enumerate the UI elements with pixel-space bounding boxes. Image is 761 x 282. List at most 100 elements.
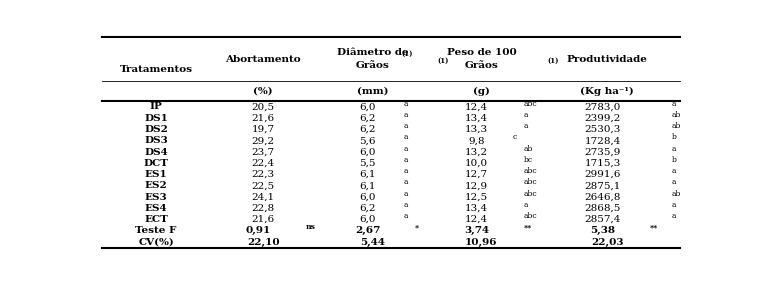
Text: ab: ab <box>524 145 533 153</box>
Text: 5,44: 5,44 <box>360 237 385 246</box>
Text: 6,1: 6,1 <box>359 170 376 179</box>
Text: a: a <box>524 122 528 130</box>
Text: b: b <box>672 133 677 141</box>
Text: a: a <box>404 212 408 220</box>
Text: 2857,4: 2857,4 <box>584 215 621 224</box>
Text: abc: abc <box>524 100 537 108</box>
Text: Grãos: Grãos <box>464 61 498 70</box>
Text: 2,67: 2,67 <box>355 226 380 235</box>
Text: 2875,1: 2875,1 <box>584 181 621 190</box>
Text: Teste F: Teste F <box>135 226 177 235</box>
Text: 6,2: 6,2 <box>359 114 376 123</box>
Text: 22,03: 22,03 <box>591 237 623 246</box>
Text: 5,38: 5,38 <box>590 226 615 235</box>
Text: **: ** <box>650 223 658 232</box>
Text: abc: abc <box>524 190 537 198</box>
Text: a: a <box>524 111 528 119</box>
Text: abc: abc <box>524 167 537 175</box>
Text: 13,2: 13,2 <box>465 147 489 157</box>
Text: 6,0: 6,0 <box>359 193 376 202</box>
Text: Tratamentos: Tratamentos <box>119 65 193 74</box>
Text: 23,7: 23,7 <box>252 147 275 157</box>
Text: c: c <box>513 133 517 141</box>
Text: 2783,0: 2783,0 <box>584 102 621 111</box>
Text: 22,5: 22,5 <box>252 181 275 190</box>
Text: 20,5: 20,5 <box>252 102 275 111</box>
Text: DS3: DS3 <box>145 136 168 145</box>
Text: a: a <box>404 156 408 164</box>
Text: DCT: DCT <box>144 159 169 168</box>
Text: a: a <box>524 201 528 209</box>
Text: 6,0: 6,0 <box>359 102 376 111</box>
Text: DS1: DS1 <box>145 114 168 123</box>
Text: 2868,5: 2868,5 <box>584 204 621 213</box>
Text: 2991,6: 2991,6 <box>584 170 621 179</box>
Text: 6,0: 6,0 <box>359 147 376 157</box>
Text: 22,3: 22,3 <box>252 170 275 179</box>
Text: ECT: ECT <box>145 215 168 224</box>
Text: a: a <box>672 167 677 175</box>
Text: 13,4: 13,4 <box>465 114 489 123</box>
Text: 2646,8: 2646,8 <box>584 193 621 202</box>
Text: 19,7: 19,7 <box>252 125 275 134</box>
Text: 21,6: 21,6 <box>252 114 275 123</box>
Text: 6,2: 6,2 <box>359 125 376 134</box>
Text: 13,4: 13,4 <box>465 204 489 213</box>
Text: 6,2: 6,2 <box>359 204 376 213</box>
Text: 12,4: 12,4 <box>465 102 489 111</box>
Text: 29,2: 29,2 <box>252 136 275 145</box>
Text: CV(%): CV(%) <box>139 238 174 246</box>
Text: (1): (1) <box>402 50 413 58</box>
Text: Abortamento: Abortamento <box>225 55 301 64</box>
Text: ES2: ES2 <box>145 181 167 190</box>
Text: a: a <box>404 167 408 175</box>
Text: Produtividade: Produtividade <box>567 55 648 64</box>
Text: (mm): (mm) <box>357 87 388 96</box>
Text: a: a <box>404 145 408 153</box>
Text: 9,8: 9,8 <box>469 136 485 145</box>
Text: 12,9: 12,9 <box>465 181 489 190</box>
Text: DS2: DS2 <box>145 125 168 134</box>
Text: (1): (1) <box>438 57 449 65</box>
Text: 22,4: 22,4 <box>252 159 275 168</box>
Text: abc: abc <box>524 179 537 186</box>
Text: a: a <box>672 179 677 186</box>
Text: a: a <box>404 190 408 198</box>
Text: 21,6: 21,6 <box>252 215 275 224</box>
Text: 12,7: 12,7 <box>465 170 489 179</box>
Text: 3,74: 3,74 <box>464 226 489 235</box>
Text: a: a <box>672 145 677 153</box>
Text: a: a <box>404 111 408 119</box>
Text: b: b <box>672 156 677 164</box>
Text: ab: ab <box>672 122 681 130</box>
Text: 13,3: 13,3 <box>465 125 489 134</box>
Text: 1728,4: 1728,4 <box>584 136 621 145</box>
Text: 10,96: 10,96 <box>465 237 498 246</box>
Text: 2530,3: 2530,3 <box>584 125 621 134</box>
Text: Peso de 100: Peso de 100 <box>447 49 516 58</box>
Text: bc: bc <box>524 156 533 164</box>
Text: (%): (%) <box>253 87 273 96</box>
Text: *: * <box>415 223 419 232</box>
Text: ns: ns <box>306 223 316 232</box>
Text: 2735,9: 2735,9 <box>584 147 621 157</box>
Text: a: a <box>404 100 408 108</box>
Text: 1715,3: 1715,3 <box>584 159 621 168</box>
Text: Grãos: Grãos <box>355 61 389 70</box>
Text: 5,6: 5,6 <box>359 136 376 145</box>
Text: (1): (1) <box>547 57 559 65</box>
Text: IP: IP <box>150 102 163 111</box>
Text: (Kg ha⁻¹): (Kg ha⁻¹) <box>581 87 634 96</box>
Text: 6,1: 6,1 <box>359 181 376 190</box>
Text: ES3: ES3 <box>145 193 167 202</box>
Text: 5,5: 5,5 <box>359 159 376 168</box>
Text: 22,8: 22,8 <box>252 204 275 213</box>
Text: ES4: ES4 <box>145 204 167 213</box>
Text: 6,0: 6,0 <box>359 215 376 224</box>
Text: 24,1: 24,1 <box>252 193 275 202</box>
Text: ab: ab <box>672 190 681 198</box>
Text: 12,5: 12,5 <box>465 193 489 202</box>
Text: 12,4: 12,4 <box>465 215 489 224</box>
Text: ES1: ES1 <box>145 170 167 179</box>
Text: Diâmetro de: Diâmetro de <box>336 49 408 58</box>
